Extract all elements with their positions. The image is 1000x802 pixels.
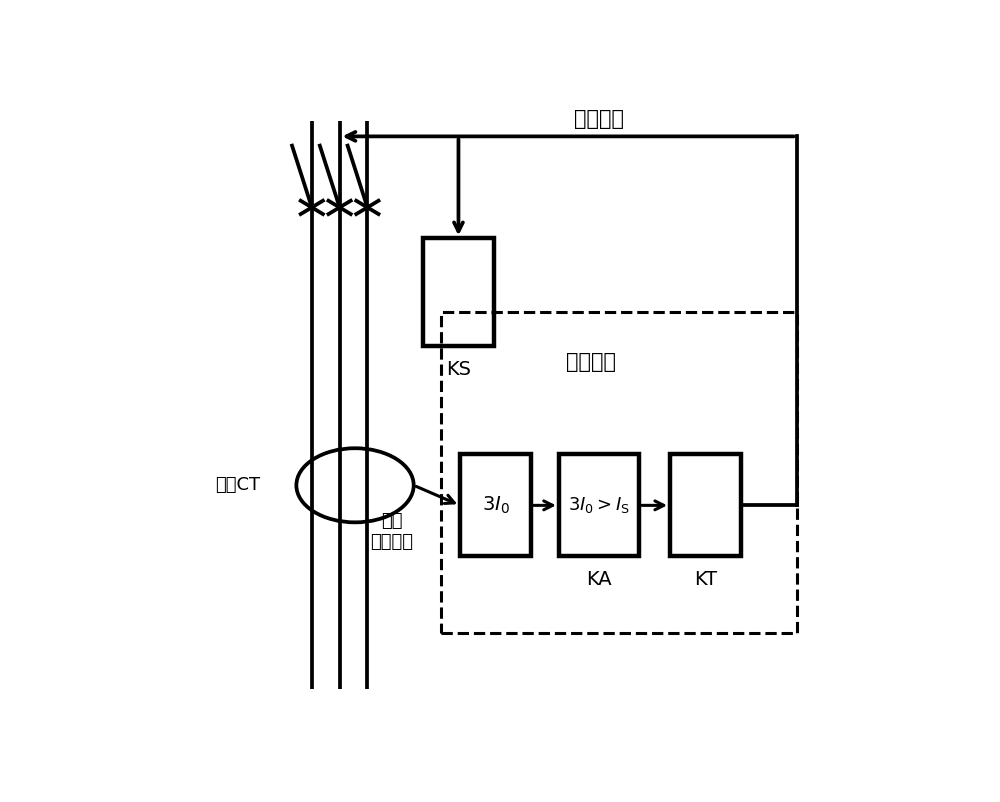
Text: 保护方案: 保护方案	[566, 352, 616, 372]
Bar	[559, 455, 639, 557]
Bar	[423, 238, 494, 346]
Text: 零序CT: 零序CT	[215, 476, 260, 494]
Text: $3I_0$: $3I_0$	[482, 495, 509, 516]
Text: KA: KA	[586, 570, 612, 589]
Text: KT: KT	[694, 570, 717, 589]
Text: KS: KS	[446, 360, 471, 379]
Text: 获取
零序电流: 获取 零序电流	[371, 512, 414, 551]
Bar	[670, 455, 741, 557]
Text: 跳闸信号: 跳闸信号	[574, 109, 624, 129]
Bar	[460, 455, 531, 557]
Bar	[441, 313, 797, 634]
Text: $3I_0$$>$$I_\mathrm{S}$: $3I_0$$>$$I_\mathrm{S}$	[568, 496, 630, 516]
